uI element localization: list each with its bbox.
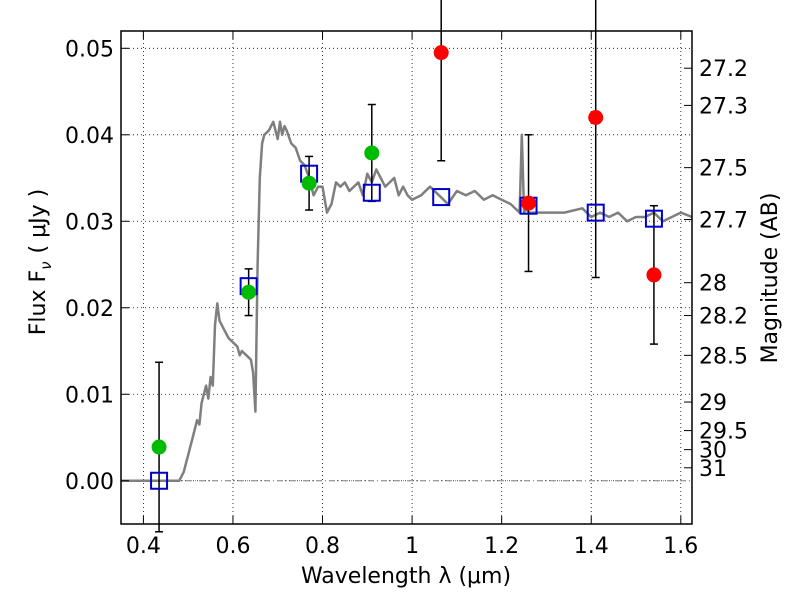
x-tick-label: 0.8 — [305, 534, 340, 559]
x-tick-label: 1.6 — [663, 534, 698, 559]
y-tick-label: 0.03 — [65, 210, 114, 235]
right-tick-label: 27.7 — [699, 209, 748, 234]
y-tick-label: 0.04 — [65, 124, 114, 149]
right-tick-label: 29 — [699, 391, 727, 416]
right-tick-label: 28 — [699, 272, 727, 297]
photometry-point — [521, 195, 537, 211]
model-square-point — [150, 471, 169, 490]
right-tick-label: 27.5 — [699, 157, 748, 182]
right-axis-title: Magnitude (AB) — [758, 193, 783, 364]
right-tick-label: 28.2 — [699, 305, 748, 330]
photometry-point — [433, 45, 449, 61]
right-tick-label: 28.5 — [699, 344, 748, 369]
photometry-point — [646, 267, 662, 283]
y-tick-label: 0.00 — [65, 470, 114, 495]
plot-frame — [120, 30, 693, 525]
photometry-point — [364, 145, 380, 161]
y-tick-label: 0.02 — [65, 297, 114, 322]
photometry-point — [301, 175, 317, 191]
right-tick-label: 27.3 — [699, 94, 748, 119]
right-tick-label: 30 — [699, 439, 727, 464]
model-square-point — [586, 203, 605, 222]
y-tick-label: 0.05 — [65, 37, 114, 62]
plot-area — [121, 0, 693, 533]
model-square-point — [644, 209, 663, 228]
photometry-point — [151, 439, 167, 455]
x-tick-label: 0.4 — [126, 534, 161, 559]
y-axis-title-subscript: ν — [37, 261, 55, 269]
y-axis-title-main: Flux F — [26, 270, 51, 335]
x-tick-label: 1.2 — [484, 534, 519, 559]
photometry-point — [588, 109, 604, 125]
ticks: 0.4 0.6 0.8 1 1.2 1.4 1.6 0.00 0.01 0.02 0.03 0.04 0… — [65, 31, 748, 559]
photometry-point — [241, 284, 257, 300]
right-tick-label: 27.2 — [699, 57, 748, 82]
model-square-point — [432, 188, 451, 207]
right-tick-label: 29.5 — [699, 420, 748, 445]
x-tick-label: 0.6 — [215, 534, 250, 559]
x-tick-label: 1 — [405, 534, 419, 559]
y-axis-title-unit: ( μJy ) — [26, 189, 51, 254]
model-square-point — [362, 183, 381, 202]
x-axis-title: Wavelength λ (μm) — [301, 564, 511, 589]
x-tick-label: 1.4 — [574, 534, 609, 559]
y-axis-title: Flux Fν ( μJy ) — [26, 189, 55, 335]
y-tick-label: 0.01 — [65, 383, 114, 408]
right-tick-label: 31 — [699, 457, 727, 482]
